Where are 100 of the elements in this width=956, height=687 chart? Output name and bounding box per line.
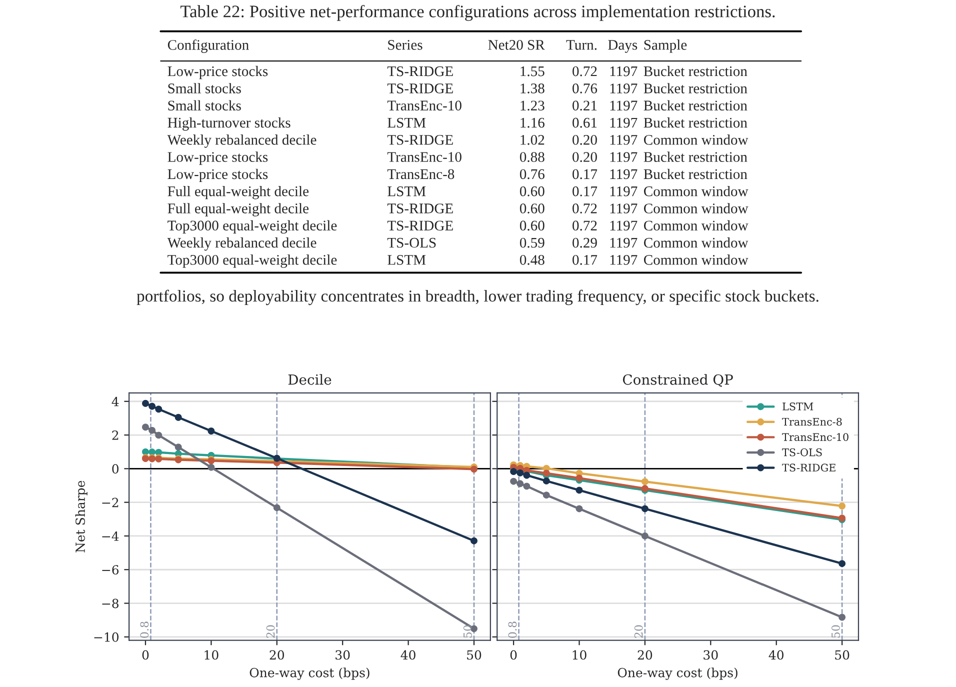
ref-line-label: 0.8 bbox=[508, 622, 517, 638]
text: Small stocks bbox=[168, 100, 241, 110]
text: 1197 bbox=[610, 238, 638, 248]
text: Bucket restriction bbox=[644, 117, 748, 128]
text: 1.23 bbox=[520, 100, 544, 111]
y-tick-label: 4 bbox=[112, 396, 119, 406]
text: Table 22: Positive net-performance configurations across implementation restrictions. bbox=[180, 4, 775, 21]
text: Common window bbox=[644, 203, 748, 214]
text: Bucket restriction bbox=[644, 83, 748, 94]
text: TS-RIDGE bbox=[387, 66, 453, 76]
text: Bucket restriction bbox=[644, 66, 748, 76]
x-tick-label: 30 bbox=[704, 650, 718, 660]
text: 0.20 bbox=[572, 134, 597, 145]
x-tick-label: 20 bbox=[638, 650, 652, 660]
y-tick-label: 2 bbox=[112, 430, 118, 440]
x-tick-label: 50 bbox=[467, 650, 482, 660]
category-label: Configuration bbox=[168, 39, 249, 53]
legend-label: LSTM bbox=[782, 402, 814, 410]
text: 1197 bbox=[610, 186, 638, 196]
text: LSTM bbox=[388, 186, 426, 196]
text: Full equal-weight decile bbox=[168, 186, 309, 200]
y-tick-label: −6 bbox=[102, 565, 119, 575]
y-tick-label: −4 bbox=[102, 531, 119, 541]
text: 0.29 bbox=[572, 238, 597, 248]
text: 0.17 bbox=[572, 169, 598, 180]
text: 1197 bbox=[610, 66, 638, 76]
text: 0.72 bbox=[572, 204, 597, 214]
text: Weekly rebalanced decile bbox=[167, 237, 316, 251]
y-tick-label: −10 bbox=[94, 632, 119, 642]
x-tick-label: 0 bbox=[510, 650, 517, 660]
category-label: Sample bbox=[644, 40, 687, 53]
x-tick-label: 10 bbox=[204, 650, 218, 660]
category-label: Turn. bbox=[566, 40, 597, 50]
category-label: Series bbox=[388, 40, 422, 50]
text: 1197 bbox=[610, 84, 638, 94]
text: Top3000 equal-weight decile bbox=[168, 220, 337, 234]
text: 0.61 bbox=[572, 118, 597, 128]
text: 1197 bbox=[610, 255, 638, 265]
text: 0.72 bbox=[572, 66, 597, 76]
ref-line-label: 50 bbox=[463, 625, 472, 638]
text: 1.02 bbox=[520, 134, 544, 145]
x-tick-label: 30 bbox=[336, 650, 350, 660]
category-label: Net20 SR bbox=[488, 40, 545, 50]
text: Low-price stocks bbox=[168, 168, 268, 182]
ref-line-label: 20 bbox=[634, 625, 643, 638]
text: TS-OLS bbox=[387, 238, 436, 248]
legend-label: TS-OLS bbox=[782, 448, 822, 456]
text: Bucket restriction bbox=[644, 152, 748, 162]
text: TS-RIDGE bbox=[387, 134, 453, 145]
ref-line-label: 20 bbox=[266, 625, 275, 638]
legend-label: TransEnc-8 bbox=[782, 418, 842, 426]
text: Full equal-weight decile bbox=[168, 203, 309, 216]
text: Common window bbox=[644, 186, 748, 196]
text: portfolios, so deployability concentrates in breadth, lower trading frequency, or specific stock buckets. bbox=[136, 290, 818, 306]
text: 1197 bbox=[610, 152, 638, 162]
text: Bucket restriction bbox=[644, 168, 748, 180]
text: 0.60 bbox=[520, 220, 544, 231]
text: Common window bbox=[644, 220, 748, 231]
text: Bucket restriction bbox=[644, 100, 748, 110]
text: Common window bbox=[644, 134, 748, 145]
x-tick-label: 0 bbox=[142, 650, 149, 660]
text: 1.38 bbox=[520, 84, 544, 94]
text: TransEnc-10 bbox=[387, 100, 462, 110]
text: 0.76 bbox=[572, 84, 598, 94]
text: 1197 bbox=[610, 134, 638, 145]
text: Common window bbox=[644, 237, 748, 248]
y-tick-label: −8 bbox=[102, 598, 118, 608]
text: 1.55 bbox=[520, 66, 544, 76]
text: TransEnc-10 bbox=[387, 152, 462, 162]
text: 0.21 bbox=[572, 100, 597, 111]
y-axis-title: Net Sharpe bbox=[75, 480, 88, 552]
text: 1197 bbox=[610, 204, 638, 214]
text: High-turnover stocks bbox=[168, 117, 290, 131]
text: TS-RIDGE bbox=[387, 84, 453, 94]
ref-line-label: 50 bbox=[832, 625, 840, 638]
legend-label: TransEnc-10 bbox=[782, 433, 848, 441]
text: 0.20 bbox=[572, 152, 597, 162]
text: Weekly rebalanced decile bbox=[167, 134, 316, 148]
text: 0.60 bbox=[520, 204, 544, 214]
x-tick-label: 50 bbox=[835, 650, 850, 660]
text: TS-RIDGE bbox=[387, 220, 453, 231]
text: 0.60 bbox=[520, 186, 544, 196]
text: 0.17 bbox=[572, 254, 598, 265]
category-label: Days bbox=[608, 40, 638, 53]
x-tick-label: 20 bbox=[270, 650, 284, 660]
text: Small stocks bbox=[168, 83, 241, 94]
text: 1.16 bbox=[520, 118, 544, 128]
text: 0.88 bbox=[520, 152, 544, 162]
text: 1197 bbox=[610, 100, 638, 110]
text: TransEnc-8 bbox=[387, 169, 454, 180]
legend-label: TS-RIDGE bbox=[782, 464, 836, 472]
x-axis-title: One-way cost (bps) bbox=[618, 668, 738, 680]
text: TS-RIDGE bbox=[387, 204, 453, 214]
text: 0.59 bbox=[520, 238, 544, 248]
text: 0.72 bbox=[572, 220, 597, 231]
y-tick-label: −2 bbox=[102, 498, 118, 508]
x-tick-label: 40 bbox=[400, 650, 416, 660]
text: Low-price stocks bbox=[168, 66, 268, 80]
text: 1197 bbox=[610, 220, 638, 231]
text: 1197 bbox=[610, 169, 638, 180]
